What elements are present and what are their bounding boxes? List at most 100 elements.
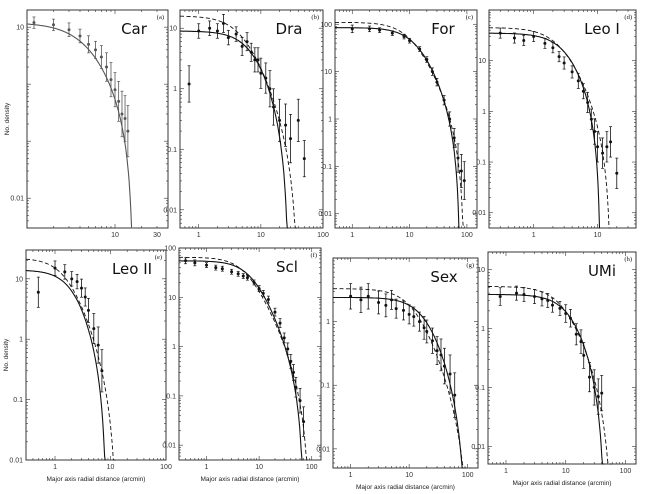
data-point <box>236 272 240 276</box>
model-curve-dashed-sex <box>333 288 471 469</box>
model-curve-solid-dra <box>180 30 289 229</box>
data-point <box>126 129 130 133</box>
data-point <box>87 42 91 46</box>
panel-title-car: Car <box>121 20 148 38</box>
data-point <box>377 300 381 304</box>
data-point <box>302 420 306 424</box>
panel-title-sex: Sex <box>430 268 457 286</box>
data-point <box>214 266 218 270</box>
data-point <box>442 364 446 368</box>
x-tick-label: 10 <box>257 232 265 239</box>
data-point <box>291 370 295 374</box>
data-point <box>289 137 293 141</box>
y-tick-label: 0.01 <box>318 211 332 218</box>
panel-letter-for: (c) <box>466 14 473 21</box>
data-point <box>615 171 619 175</box>
data-point <box>32 21 36 25</box>
data-point <box>257 287 261 291</box>
data-point <box>63 270 67 274</box>
y-tick-label: 1 <box>19 337 23 344</box>
data-point <box>113 88 117 92</box>
data-point <box>418 47 422 51</box>
data-point <box>551 46 555 50</box>
data-point <box>245 40 249 44</box>
data-point <box>425 58 429 62</box>
data-point <box>226 36 230 40</box>
data-point <box>532 35 536 39</box>
y-tick-label: 10 <box>16 25 24 32</box>
y-tick-label: 0.1 <box>166 393 176 400</box>
y-tick-label: 0.1 <box>13 397 23 404</box>
data-point <box>425 329 429 333</box>
data-point <box>368 27 372 31</box>
x-tick-label: 1 <box>53 464 57 471</box>
data-point <box>294 385 298 389</box>
y-tick-label: 10 <box>168 295 176 302</box>
data-point <box>253 58 257 62</box>
data-point <box>430 70 434 74</box>
data-point <box>205 263 209 267</box>
data-point <box>570 70 574 74</box>
data-point <box>193 261 197 265</box>
data-point <box>596 395 600 399</box>
panel-letter-car: (a) <box>157 14 164 21</box>
data-point <box>298 399 302 403</box>
data-point <box>515 291 519 295</box>
data-point <box>215 29 219 33</box>
data-point <box>435 349 439 353</box>
data-point <box>596 145 600 149</box>
y-tick-label: 0.01 <box>162 443 176 450</box>
y-tick-label: 0.1 <box>322 164 332 171</box>
x-tick-label: 30 <box>153 232 161 239</box>
data-point <box>83 295 87 299</box>
data-point <box>286 347 290 351</box>
panel-for: 1 10 100 100 10 1 0.1 0.01 For (c) <box>318 9 478 239</box>
data-point <box>75 280 79 284</box>
data-point <box>442 98 446 102</box>
data-point <box>36 290 40 294</box>
data-point <box>117 99 121 103</box>
x-axis-label: Major axis radial distance (arcmin) <box>356 484 455 491</box>
y-tick-label: 0.1 <box>320 383 330 390</box>
panel-frame-dra <box>179 9 324 229</box>
panel-leo-ii: 1 10 100 10 1 0.1 0.01 Leo II(e) No. density Majo… <box>3 249 172 483</box>
data-point <box>422 326 426 330</box>
x-tick-label: 10 <box>107 464 115 471</box>
data-point <box>70 277 74 281</box>
data-point <box>462 179 466 183</box>
x-tick-label: 10 <box>111 232 119 239</box>
panel-frame-leo-ii <box>25 249 167 461</box>
panel-title-scl: Scl <box>276 258 298 276</box>
panel-letter-umi: (h) <box>624 256 632 263</box>
data-point <box>234 32 238 36</box>
model-curve-dashed-umi <box>488 286 613 465</box>
data-point <box>448 117 452 121</box>
panel-frame-for <box>334 9 478 229</box>
panel-title-dra: Dra <box>276 20 303 38</box>
data-point <box>448 372 452 376</box>
data-point <box>546 298 550 302</box>
model-curve-solid-leo-ii <box>26 270 107 461</box>
y-tick-label: 1 <box>173 86 177 93</box>
data-point <box>92 327 96 331</box>
model-curve-dashed-dra <box>180 15 299 229</box>
x-tick-label: 100 <box>317 232 329 239</box>
data-point <box>456 156 460 160</box>
data-point <box>589 117 593 121</box>
model-curve-solid-leo-i <box>489 32 601 229</box>
panel-letter-scl: (f) <box>311 252 318 259</box>
x-tick-label: 1 <box>349 472 353 479</box>
data-point <box>498 31 502 35</box>
data-point <box>67 28 71 32</box>
data-point <box>401 308 405 312</box>
data-point <box>562 61 566 65</box>
x-tick-label: 1 <box>197 232 201 239</box>
data-point <box>582 353 586 357</box>
y-tick-label: 10 <box>477 267 485 274</box>
data-point <box>273 310 277 314</box>
y-tick-label: 0.01 <box>472 210 486 217</box>
data-point <box>574 332 578 336</box>
panel-scl: 1 10 100 100 10 1 0.1 0.01 Scl (f) Major axis radi… <box>162 246 322 483</box>
y-tick-label: 0.1 <box>167 147 177 154</box>
y-tick-label: 0.1 <box>476 160 486 167</box>
